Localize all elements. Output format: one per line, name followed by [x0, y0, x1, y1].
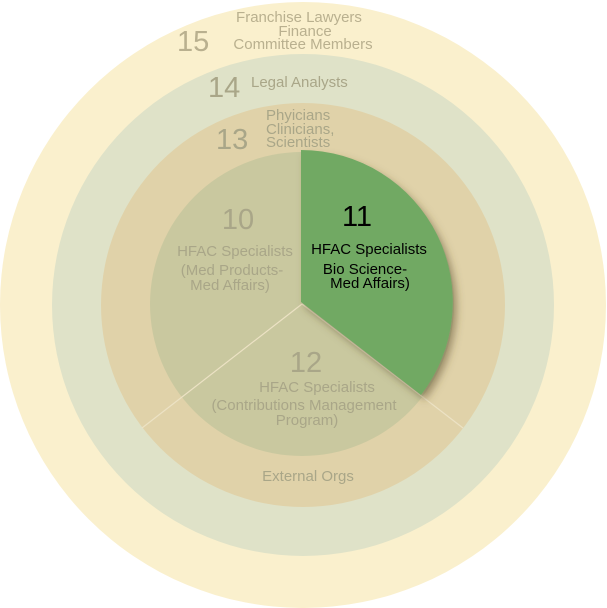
- segment-10-label: HFAC Specialists: [177, 243, 293, 260]
- segment-12-label: Program): [276, 412, 339, 429]
- ring-15-label: Committee Members: [233, 36, 372, 53]
- ring-13-label: Clinicians,: [266, 121, 334, 138]
- segment-10-label: (Med Products-: [181, 262, 284, 279]
- segment-10-label: Med Affairs): [190, 277, 270, 294]
- ring-14-number: 14: [208, 72, 240, 104]
- ring-13-label: Phyicians: [266, 107, 330, 124]
- segment-11-label: Med Affairs): [330, 275, 410, 292]
- segment-12-label: (Contributions Management: [211, 397, 397, 414]
- segment-10-number: 10: [222, 204, 254, 236]
- ring-13-bottom-label: External Orgs: [262, 468, 354, 485]
- segment-11-label: Bio Science-: [323, 261, 407, 278]
- ring-15-number: 15: [177, 26, 209, 58]
- ring-13-number: 13: [216, 124, 248, 156]
- ring-14-label: Legal Analysts: [251, 74, 348, 91]
- segment-11-number: 11: [342, 201, 372, 233]
- ring-15-label: Finance: [278, 23, 331, 40]
- segment-11-wedge[interactable]: [301, 150, 453, 395]
- segment-11-label: HFAC Specialists: [311, 241, 427, 258]
- segment-12-label: HFAC Specialists: [259, 379, 375, 396]
- segment-12-number: 12: [290, 347, 322, 379]
- divider-line-right: [301, 303, 464, 429]
- divider-line-left: [141, 303, 303, 429]
- ring-13-label: Scientists: [266, 134, 330, 151]
- ring-15-label: Franchise Lawyers: [236, 9, 362, 26]
